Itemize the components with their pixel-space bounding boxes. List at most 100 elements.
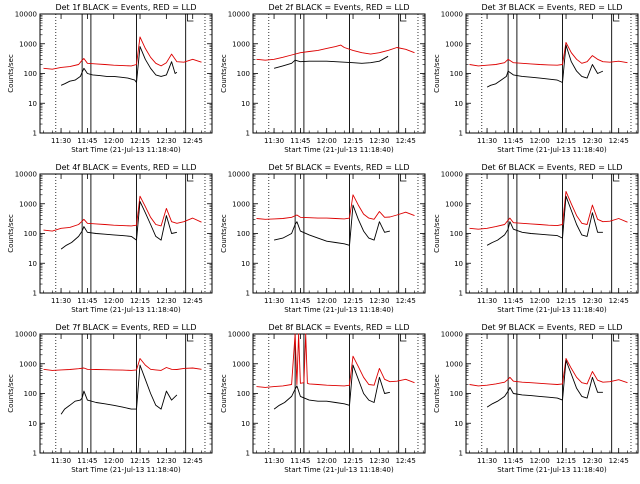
x-tick-label: 11:45 bbox=[77, 297, 97, 305]
lld-series-line bbox=[43, 36, 202, 70]
y-tick-label: 10 bbox=[28, 100, 37, 108]
y-tick-label: 100 bbox=[237, 390, 250, 398]
x-axis-label: Start Time (21-Jul-13 11:18:40) bbox=[284, 146, 394, 154]
plot-frame bbox=[252, 13, 426, 134]
y-tick-label: 10 bbox=[28, 260, 37, 268]
corner-marker bbox=[187, 334, 194, 342]
x-tick-label: 12:45 bbox=[609, 297, 629, 305]
x-tick-label: 11:45 bbox=[77, 457, 97, 465]
y-tick-label: 10 bbox=[454, 260, 463, 268]
plot-frame bbox=[252, 333, 426, 454]
lld-series-line bbox=[469, 190, 628, 230]
corner-marker bbox=[613, 334, 620, 342]
x-tick-label: 12:45 bbox=[609, 457, 629, 465]
corner-marker bbox=[400, 174, 407, 182]
y-axis-label: Counts/sec bbox=[220, 214, 228, 253]
x-tick-label: 12:45 bbox=[396, 457, 416, 465]
x-tick-label: 11:30 bbox=[51, 457, 71, 465]
x-tick-label: 12:30 bbox=[582, 137, 602, 145]
panel-title: Det 4f BLACK = Events, RED = LLD bbox=[55, 163, 196, 172]
detector-panel-5: Det 5f BLACK = Events, RED = LLD 1 10 100 10… bbox=[220, 163, 426, 314]
corner-marker bbox=[613, 14, 620, 22]
x-tick-label: 12:00 bbox=[530, 297, 550, 305]
x-tick-label: 12:15 bbox=[343, 457, 363, 465]
y-tick-label: 10000 bbox=[15, 331, 37, 339]
y-tick-label: 1 bbox=[33, 290, 37, 298]
x-axis-label: Start Time (21-Jul-13 11:18:40) bbox=[71, 146, 181, 154]
plot-frame bbox=[465, 13, 639, 134]
x-tick-label: 11:30 bbox=[477, 137, 497, 145]
events-series-line bbox=[273, 55, 389, 69]
x-tick-label: 11:45 bbox=[77, 137, 97, 145]
y-tick-label: 1 bbox=[246, 450, 250, 458]
y-axis-label: Counts/sec bbox=[433, 214, 441, 253]
x-tick-label: 12:45 bbox=[183, 297, 203, 305]
x-tick-label: 12:00 bbox=[317, 137, 337, 145]
x-tick-label: 12:45 bbox=[396, 297, 416, 305]
y-tick-label: 1000 bbox=[232, 360, 250, 368]
x-tick-label: 12:30 bbox=[582, 457, 602, 465]
x-tick-label: 11:30 bbox=[51, 297, 71, 305]
x-tick-label: 12:30 bbox=[369, 137, 389, 145]
lld-series-line bbox=[469, 358, 628, 387]
events-series-line bbox=[486, 195, 603, 246]
y-axis-label: Counts/sec bbox=[220, 54, 228, 93]
panel-title: Det 1f BLACK = Events, RED = LLD bbox=[55, 3, 196, 12]
x-tick-label: 12:30 bbox=[156, 457, 176, 465]
y-tick-label: 100 bbox=[450, 390, 463, 398]
y-tick-label: 10000 bbox=[441, 11, 463, 19]
y-tick-label: 10 bbox=[454, 420, 463, 428]
y-tick-label: 10 bbox=[241, 260, 250, 268]
x-axis-label: Start Time (21-Jul-13 11:18:40) bbox=[71, 306, 181, 314]
y-tick-label: 1 bbox=[246, 290, 250, 298]
y-axis-label: Counts/sec bbox=[433, 374, 441, 413]
detector-panel-2: Det 2f BLACK = Events, RED = LLD 1 10 100 10… bbox=[220, 3, 426, 154]
y-tick-label: 10000 bbox=[228, 171, 250, 179]
plot-frame bbox=[39, 173, 213, 294]
x-tick-label: 12:15 bbox=[556, 457, 576, 465]
x-axis-label: Start Time (21-Jul-13 11:18:40) bbox=[284, 466, 394, 474]
y-tick-label: 100 bbox=[237, 70, 250, 78]
detector-panel-3: Det 3f BLACK = Events, RED = LLD 1 10 100 10… bbox=[433, 3, 639, 154]
detector-panel-4: Det 4f BLACK = Events, RED = LLD 1 10 100 10… bbox=[7, 163, 213, 314]
lld-series-line bbox=[256, 194, 415, 220]
x-axis-label: Start Time (21-Jul-13 11:18:40) bbox=[284, 306, 394, 314]
x-tick-label: 11:45 bbox=[503, 457, 523, 465]
x-axis-label: Start Time (21-Jul-13 11:18:40) bbox=[497, 466, 607, 474]
panel-title: Det 6f BLACK = Events, RED = LLD bbox=[481, 163, 622, 172]
y-tick-label: 1000 bbox=[19, 360, 37, 368]
events-series-line bbox=[273, 204, 390, 246]
x-tick-label: 12:15 bbox=[556, 297, 576, 305]
x-tick-label: 11:30 bbox=[477, 297, 497, 305]
y-tick-label: 1000 bbox=[19, 200, 37, 208]
y-tick-label: 1000 bbox=[445, 40, 463, 48]
y-axis-label: Counts/sec bbox=[7, 374, 15, 413]
x-tick-label: 12:15 bbox=[130, 297, 150, 305]
x-axis-label: Start Time (21-Jul-13 11:18:40) bbox=[497, 306, 607, 314]
corner-marker bbox=[400, 14, 407, 22]
y-tick-label: 10000 bbox=[15, 171, 37, 179]
plot-frame bbox=[39, 13, 213, 134]
detector-panel-1: Det 1f BLACK = Events, RED = LLD 1 10 100 10… bbox=[7, 3, 213, 154]
corner-marker bbox=[400, 334, 407, 342]
x-tick-label: 11:45 bbox=[290, 297, 310, 305]
x-tick-label: 12:00 bbox=[530, 137, 550, 145]
plot-frame bbox=[465, 173, 639, 294]
y-tick-label: 1000 bbox=[232, 40, 250, 48]
x-tick-label: 11:45 bbox=[290, 137, 310, 145]
x-tick-label: 11:45 bbox=[503, 137, 523, 145]
x-tick-label: 12:45 bbox=[183, 457, 203, 465]
x-tick-label: 12:45 bbox=[609, 137, 629, 145]
y-tick-label: 1000 bbox=[19, 40, 37, 48]
panel-title: Det 3f BLACK = Events, RED = LLD bbox=[481, 3, 622, 12]
y-tick-label: 1 bbox=[33, 130, 37, 138]
y-axis-label: Counts/sec bbox=[7, 54, 15, 93]
y-tick-label: 10 bbox=[241, 420, 250, 428]
x-tick-label: 11:45 bbox=[503, 297, 523, 305]
y-tick-label: 1 bbox=[459, 130, 463, 138]
y-tick-label: 1 bbox=[459, 450, 463, 458]
x-tick-label: 11:45 bbox=[290, 457, 310, 465]
y-tick-label: 100 bbox=[237, 230, 250, 238]
x-tick-label: 12:30 bbox=[369, 457, 389, 465]
x-tick-label: 11:30 bbox=[477, 457, 497, 465]
